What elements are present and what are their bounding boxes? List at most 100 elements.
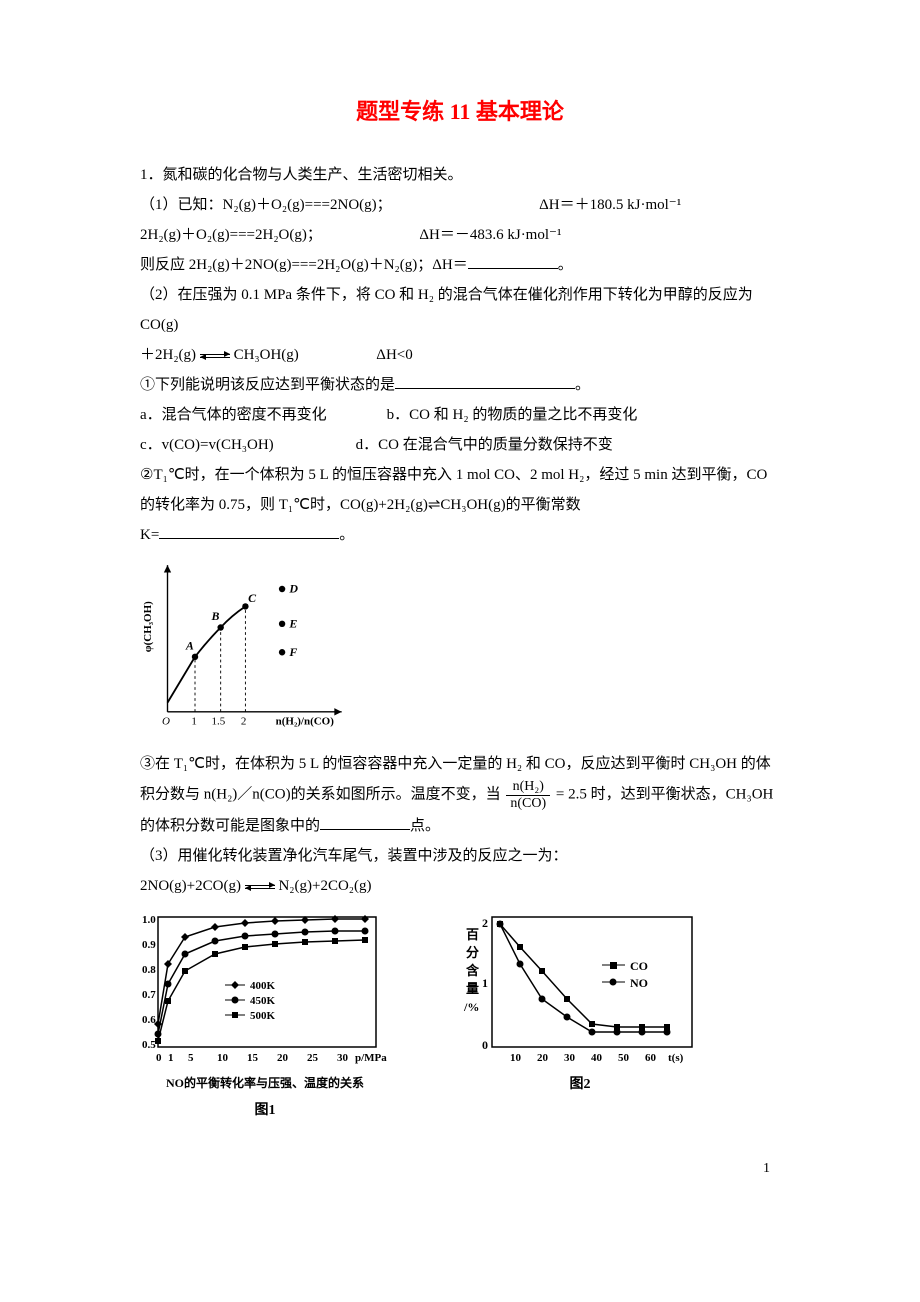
- svg-text:0.8: 0.8: [142, 964, 156, 976]
- blank-sub1: [395, 373, 575, 389]
- q1-2b-dh: ΔH<0: [376, 347, 412, 363]
- option-c: c．v(CO)=v(CH₃OH): [140, 430, 274, 460]
- figure-1: 1.0 0.9 0.8 0.7 0.6 0.5 0 1 5 10 15 20 2…: [140, 909, 390, 1125]
- svg-text:0.5: 0.5: [142, 1039, 156, 1051]
- options-row-cd: c．v(CO)=v(CH₃OH) d．CO 在混合气中的质量分数保持不变: [140, 430, 780, 460]
- option-a: a．混合气体的密度不再变化: [140, 400, 327, 430]
- svg-text:含: 含: [465, 963, 480, 978]
- q1-2a: （2）在压强为 0.1 MPa 条件下，将 CO 和 H₂ 的混合气体在催化剂作…: [140, 280, 780, 340]
- q1-2-sub1-post: 。: [575, 377, 590, 393]
- q1-1c-post: 。: [558, 257, 573, 273]
- figure-row: 1.0 0.9 0.8 0.7 0.6 0.5 0 1 5 10 15 20 2…: [140, 909, 780, 1125]
- q1-1a-eq: （1）已知：N₂(g)＋O₂(g)===2NO(g)；: [140, 197, 392, 213]
- svg-text:t(s): t(s): [668, 1052, 684, 1064]
- svg-text:百: 百: [466, 927, 479, 942]
- q1-3b-pre: 2NO(g)+2CO(g): [140, 878, 245, 894]
- svg-text:15: 15: [247, 1052, 259, 1064]
- svg-text:50: 50: [618, 1052, 630, 1064]
- svg-text:25: 25: [307, 1052, 319, 1064]
- equilibrium-icon: [245, 879, 275, 894]
- figure-phi-ratio: A B C D E F φ(CH₃OH) O 1 1.5 2 n(H₂)/n(C…: [140, 556, 780, 741]
- svg-text:E: E: [288, 616, 297, 630]
- q1-2-sub1-pre: ①下列能说明该反应达到平衡状态的是: [140, 377, 395, 393]
- q1-1b-eq: 2H₂(g)＋O₂(g)===2H₂O(g)；: [140, 227, 322, 243]
- svg-text:D: D: [288, 582, 298, 596]
- phi-ratio-svg: A B C D E F φ(CH₃OH) O 1 1.5 2 n(H₂)/n(C…: [140, 556, 360, 730]
- q1-2-sub3c-post: 点。: [410, 818, 440, 834]
- option-d: d．CO 在混合气中的质量分数保持不变: [356, 430, 613, 460]
- svg-text:0.9: 0.9: [142, 939, 156, 951]
- svg-text:CO: CO: [630, 959, 648, 973]
- blank-point: [320, 814, 410, 830]
- q1-2-sub3c: 的体积分数可能是图象中的 点。: [140, 811, 780, 841]
- q1-2-sub2-post: 。: [339, 527, 354, 543]
- q1-1b-dh: ΔH＝－483.6 kJ·mol⁻¹: [419, 227, 561, 243]
- q1-2-sub2-klabel: K=: [140, 527, 159, 543]
- fig1-caption: 图1: [255, 1097, 276, 1125]
- svg-text:500K: 500K: [250, 1010, 276, 1022]
- figure-2: 百 分 含 量 /% 2 1 0 10 20 30 40 50 60 t(s): [460, 909, 700, 1099]
- option-b: b．CO 和 H₂ 的物质的量之比不再变化: [387, 400, 638, 430]
- q1-2-sub3b: 积分数与 n(H₂)／n(CO)的关系如图所示。温度不变，当 n(H₂) n(C…: [140, 779, 780, 811]
- svg-text:量: 量: [466, 981, 479, 996]
- svg-text:1: 1: [168, 1052, 174, 1064]
- q1-2b: ＋2H₂(g) CH₃OH(g) ΔH<0: [140, 340, 780, 370]
- q1-1b: 2H₂(g)＋O₂(g)===2H₂O(g)； ΔH＝－483.6 kJ·mol…: [140, 220, 780, 250]
- q1-1c-pre: 则反应 2H₂(g)＋2NO(g)===2H₂O(g)＋N₂(g)；ΔH＝: [140, 257, 468, 273]
- svg-text:20: 20: [537, 1052, 549, 1064]
- svg-text:400K: 400K: [250, 980, 276, 992]
- q1-3b: 2NO(g)+2CO(g) N₂(g)+2CO₂(g): [140, 871, 780, 901]
- svg-text:10: 10: [510, 1052, 522, 1064]
- svg-text:1: 1: [482, 976, 488, 990]
- equilibrium-icon: [200, 348, 230, 363]
- blank-dh: [468, 253, 558, 269]
- fraction-den: n(CO): [506, 796, 550, 811]
- fraction-eq: = 2.5: [552, 786, 587, 802]
- svg-text:O: O: [162, 716, 170, 728]
- q1-3a: （3）用催化转化装置净化汽车尾气，装置中涉及的反应之一为：: [140, 841, 780, 871]
- svg-text:/%: /%: [463, 1000, 479, 1014]
- svg-text:2: 2: [241, 716, 246, 728]
- options-row-ab: a．混合气体的密度不再变化 b．CO 和 H₂ 的物质的量之比不再变化: [140, 400, 780, 430]
- q1-1c: 则反应 2H₂(g)＋2NO(g)===2H₂O(g)＋N₂(g)；ΔH＝ 。: [140, 250, 780, 280]
- q1-2-sub3c-pre: 的体积分数可能是图象中的: [140, 818, 320, 834]
- svg-text:0: 0: [482, 1038, 488, 1052]
- svg-text:p/MPa: p/MPa: [355, 1052, 387, 1064]
- q1-2b-pre: ＋2H₂(g): [140, 347, 200, 363]
- q1-2-sub3b-pre: 积分数与 n(H₂)／n(CO)的关系如图所示。温度不变，当: [140, 786, 501, 802]
- page-title: 题型专练 11 基本理论: [140, 90, 780, 134]
- q1-intro: 1．氮和碳的化合物与人类生产、生活密切相关。: [140, 160, 780, 190]
- q1-2-sub3a: ③在 T₁℃时，在体积为 5 L 的恒容容器中充入一定量的 H₂ 和 CO，反应…: [140, 749, 780, 779]
- svg-text:5: 5: [188, 1052, 194, 1064]
- q1-3b-post: N₂(g)+2CO₂(g): [275, 878, 372, 894]
- svg-text:30: 30: [564, 1052, 576, 1064]
- fig2-svg: 百 分 含 量 /% 2 1 0 10 20 30 40 50 60 t(s): [460, 909, 700, 1069]
- q1-2-sub3b-mid: 时，达到平衡状态，CH₃OH: [591, 786, 774, 802]
- fig1-subcaption: NO的平衡转化率与压强、温度的关系: [166, 1071, 364, 1095]
- q1-2-sub2-k: K= 。: [140, 520, 780, 550]
- svg-text:0.7: 0.7: [142, 989, 156, 1001]
- q1-1a-dh: ΔH＝＋180.5 kJ·mol⁻¹: [539, 197, 681, 213]
- svg-text:1.5: 1.5: [212, 716, 226, 728]
- svg-text:φ(CH₃OH): φ(CH₃OH): [142, 601, 154, 652]
- svg-text:40: 40: [591, 1052, 603, 1064]
- svg-text:F: F: [288, 645, 297, 659]
- svg-text:NO: NO: [630, 976, 648, 990]
- svg-text:0: 0: [156, 1052, 162, 1064]
- blank-k: [159, 523, 339, 539]
- svg-text:A: A: [185, 638, 194, 652]
- svg-text:30: 30: [337, 1052, 349, 1064]
- fraction: n(H₂) n(CO): [506, 779, 550, 811]
- fig1-svg: 1.0 0.9 0.8 0.7 0.6 0.5 0 1 5 10 15 20 2…: [140, 909, 390, 1069]
- svg-text:n(H₂)/n(CO): n(H₂)/n(CO): [276, 716, 335, 728]
- svg-text:60: 60: [645, 1052, 657, 1064]
- svg-text:1: 1: [191, 716, 197, 728]
- fig2-caption: 图2: [570, 1071, 591, 1099]
- svg-text:B: B: [211, 609, 220, 623]
- svg-text:C: C: [248, 591, 257, 605]
- svg-text:10: 10: [217, 1052, 229, 1064]
- svg-text:450K: 450K: [250, 995, 276, 1007]
- page-number: 1: [140, 1155, 780, 1183]
- fraction-num: n(H₂): [506, 779, 550, 795]
- svg-text:分: 分: [466, 945, 479, 960]
